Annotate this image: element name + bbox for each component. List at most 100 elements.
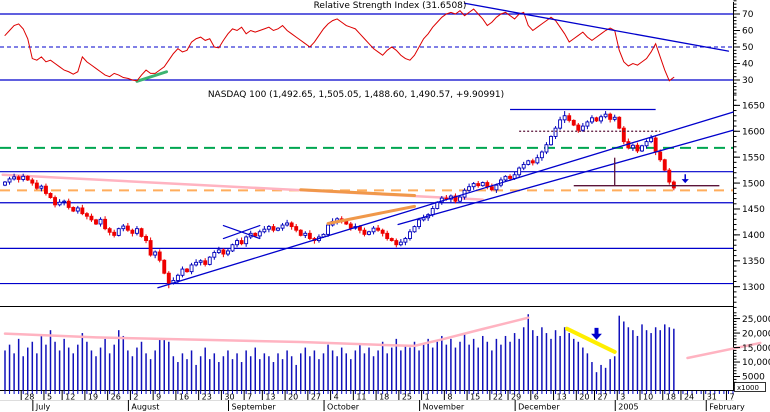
volume-bar [158,338,161,391]
volume-bar [104,338,106,391]
candle [326,224,330,235]
candle [635,144,640,152]
volume-bar [600,364,602,391]
candle [221,249,226,255]
candle [412,226,417,233]
volume-bar [613,356,616,391]
volume-bar [422,344,425,391]
candle [39,185,44,189]
candle [153,251,158,256]
price-axis-label: 1550 [742,153,765,163]
volume-bar [222,356,225,391]
candle [485,182,490,188]
rsi-line [4,8,675,82]
candle [489,186,494,191]
rsi-axis-label: 30 [742,76,754,86]
volume-bar [632,330,634,391]
candle [130,229,135,234]
volume-bar [22,356,24,391]
candle [376,227,381,231]
volume-bar [350,359,352,391]
candle [207,256,212,265]
candle [89,215,94,221]
volume-bar [31,341,34,391]
volume-bar [418,350,420,391]
candle [198,260,203,263]
candle [12,176,17,180]
volume-bar [441,335,443,391]
month-label: February [709,403,745,412]
candle [75,207,80,212]
volume-bar [236,353,238,391]
volume-bar [81,333,84,391]
volume-bar [381,341,384,391]
week-tick-label: 20 [579,393,589,402]
volume-bar [413,341,416,391]
candle [517,167,522,176]
volume-bar [582,347,584,391]
volume-bar [67,347,70,391]
volume-axis-label: 15,000 [742,344,770,354]
volume-bar [664,324,666,391]
week-tick-label: 11 [356,393,366,402]
candle [662,159,667,171]
candle [344,220,349,225]
week-tick-label: 27 [598,393,608,402]
candle [139,228,144,237]
volume-bar [368,347,370,391]
price-panel-title: NASDAQ 100 (1,492.65, 1,505.05, 1,488.60… [207,90,505,100]
orange-trendline-1 [326,204,416,225]
volume-bar [586,353,589,391]
volume-unit-label: x1000 [737,384,759,392]
volume-bar [595,372,598,391]
volume-axis-label: 25,000 [742,315,770,325]
x-axis: 28 5 12 19 26 2 9 16 23 30 7 13 20 27 4 11 18 25 1 8 15 22 29 6… [0,391,745,412]
candle [549,135,553,146]
month-label: October [327,403,360,412]
candle [162,259,167,274]
volume-bar [154,350,156,391]
candle [508,175,512,179]
volume-bar [400,350,402,391]
candle [98,218,103,225]
candle [112,231,117,236]
rsi-axis-label: 60 [742,27,754,37]
candle [521,163,526,169]
volume-bar [659,330,661,391]
month-label: September [232,403,277,412]
candle [175,274,180,281]
candle [121,225,126,230]
rsi-axis-label: 50 [742,43,754,53]
volume-bar [27,347,29,391]
price-axis-label: 1350 [742,257,765,267]
volume-bar [522,327,525,391]
candle [125,225,130,231]
volume-bar [277,353,279,391]
candle [603,113,608,118]
volume-bar [195,364,197,391]
candle [166,272,171,284]
volume-bar [268,356,270,391]
y-axis: 30 40 50 60 70 1300 1350 1400 1450 1500 1550 1600 16… [733,0,770,392]
volume-bar [354,350,357,391]
blue-uptrend-line-0 [157,111,734,289]
volume-bar [304,347,307,391]
candle [526,160,531,165]
volume-bar [654,327,657,391]
volume-down-arrow-head [591,333,602,340]
candle [640,145,644,152]
candle [21,175,26,180]
candle [180,268,185,276]
week-tick-label: 30 [224,393,234,402]
volume-bar [573,338,575,391]
volume-bar [454,347,457,391]
volume-bar [49,330,52,391]
candle [230,244,235,252]
candle [44,185,48,194]
candle [285,222,290,226]
volume-bar [190,350,193,391]
candle [621,127,626,143]
volume-bar [99,347,102,391]
candle [203,260,208,265]
week-tick-label: 19 [88,393,98,402]
